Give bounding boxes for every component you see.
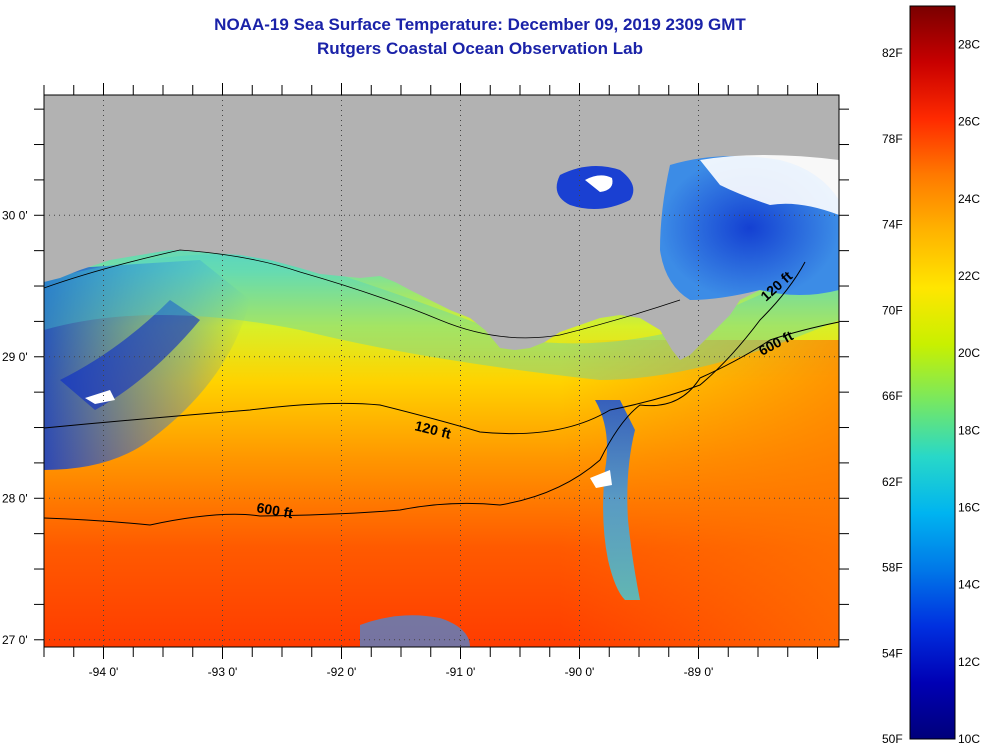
cool-patch-south	[360, 615, 470, 647]
colorbar-f-label: 62F	[882, 475, 903, 489]
shelf-line	[43, 249, 681, 339]
lon-label: -91 0'	[446, 665, 476, 679]
colorbar-f-label: 82F	[882, 46, 903, 60]
river-plume	[595, 400, 640, 600]
colorbar-f-label: 54F	[882, 646, 903, 660]
nearshore-band	[44, 254, 839, 380]
colorbar-f-label: 50F	[882, 732, 903, 746]
colorbar-f-label: 78F	[882, 132, 903, 146]
colorbar-f-label: 74F	[882, 218, 903, 232]
cloud-patch	[700, 155, 839, 215]
cloud-speck	[590, 470, 612, 488]
lat-label: 29 0'	[2, 350, 28, 364]
colorbar-c-label: 28C	[958, 38, 980, 52]
colorbar-c-label: 22C	[958, 269, 980, 283]
colorbar-f-label: 70F	[882, 303, 903, 317]
cloud-speck	[85, 390, 115, 404]
cloud-patch-lake	[585, 175, 613, 192]
land-mass	[44, 95, 839, 360]
colorbar-c-label: 20C	[958, 346, 980, 360]
contour-label-600ft-west: 600 ft	[255, 499, 294, 521]
lat-label: 27 0'	[2, 633, 28, 647]
colorbar-c-label: 16C	[958, 501, 980, 515]
contour-120ft	[43, 261, 806, 435]
lat-label: 30 0'	[2, 208, 28, 222]
colorbar	[909, 5, 956, 740]
colorbar-c-label: 24C	[958, 192, 980, 206]
lon-label: -94 0'	[89, 665, 119, 679]
lon-label: -92 0'	[327, 665, 357, 679]
lat-label: 28 0'	[2, 491, 28, 505]
colorbar-c-label: 26C	[958, 115, 980, 129]
warm-water-east	[560, 340, 839, 647]
colorbar-c-label: 12C	[958, 655, 980, 669]
map-title: NOAA-19 Sea Surface Temperature: Decembe…	[214, 15, 746, 34]
map-subtitle: Rutgers Coastal Ocean Observation Lab	[317, 39, 643, 58]
colorbar-c-label: 18C	[958, 423, 980, 437]
lon-label: -89 0'	[684, 665, 714, 679]
colorbar-c-label: 14C	[958, 578, 980, 592]
colorbar-f-label: 66F	[882, 389, 903, 403]
lon-label: -90 0'	[565, 665, 595, 679]
graticule	[44, 95, 839, 647]
axis-ticks	[34, 83, 849, 659]
map-frame	[43, 94, 840, 648]
cold-filament	[60, 300, 200, 410]
colorbar-f-label: 58F	[882, 561, 903, 575]
colorbar-c-label: 10C	[958, 732, 980, 746]
lon-label: -93 0'	[208, 665, 238, 679]
contour-600ft	[43, 321, 840, 526]
